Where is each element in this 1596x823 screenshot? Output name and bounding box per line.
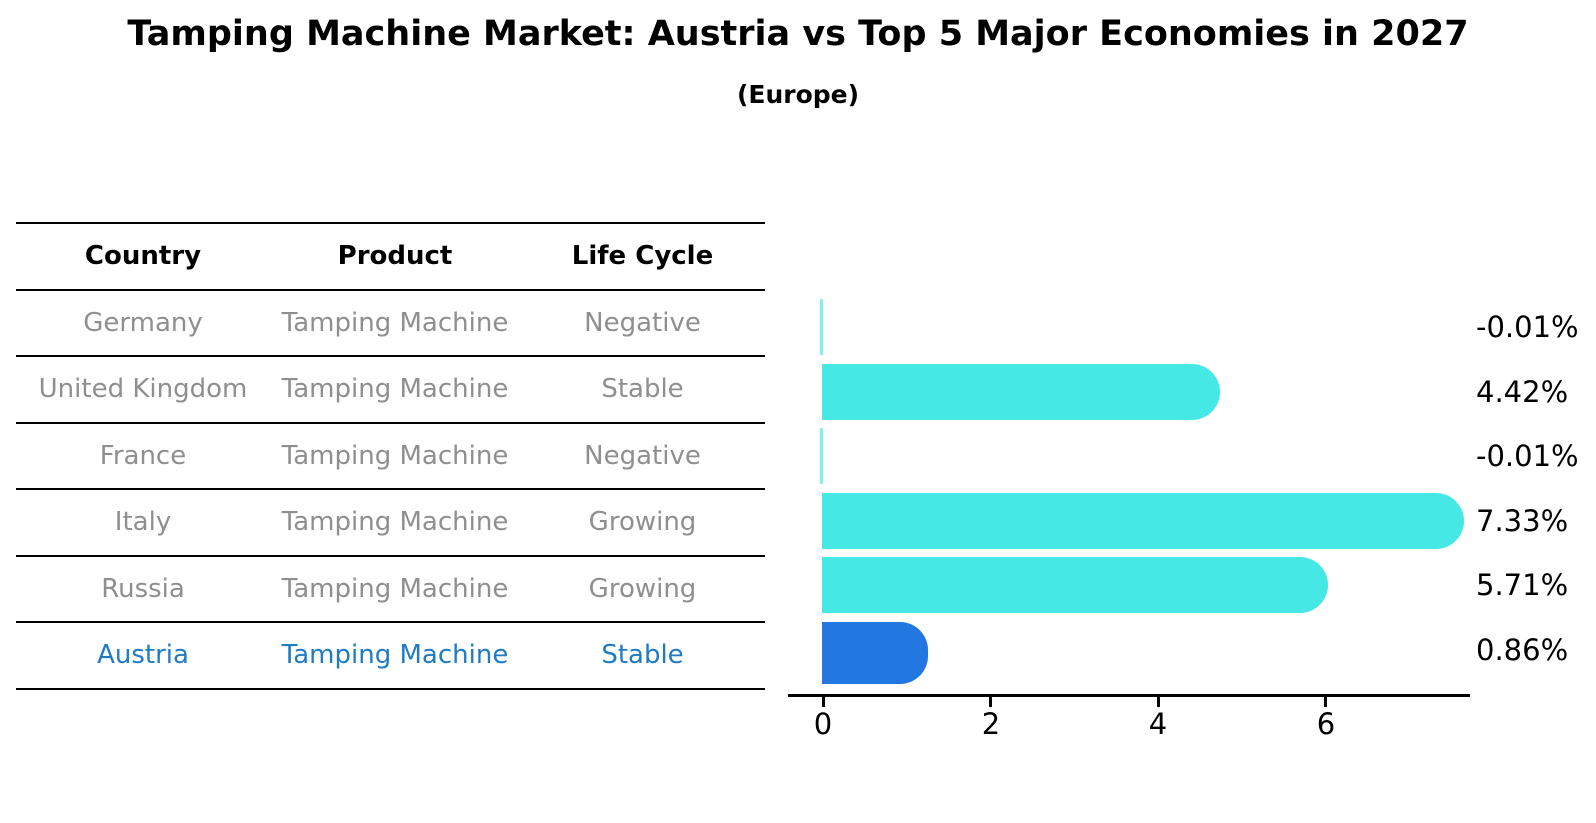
x-axis-line [788,694,1470,697]
table-row: Russia Tamping Machine Growing [16,557,765,623]
value-label: -0.01% [1476,439,1579,473]
value-label: 4.42% [1476,375,1569,409]
value-label: -0.01% [1476,310,1579,344]
column-header: Country [84,241,202,272]
chart-subtitle: (Europe) [736,80,860,109]
x-tick-mark [1324,697,1327,707]
x-tick-mark [822,697,825,707]
bar-france [820,428,823,484]
bar-united-kingdom [822,364,1220,420]
value-label: 0.86% [1476,633,1569,667]
country-cell: Italy [114,507,172,538]
product-cell: Tamping Machine [281,640,509,671]
value-label: 5.71% [1476,568,1569,602]
country-cell: Austria [97,640,189,671]
life-cycle-cell: Negative [584,440,701,471]
table-row: Italy Tamping Machine Growing [16,490,765,557]
country-cell: United Kingdom [38,374,248,405]
column-header: Life Cycle [571,241,714,272]
table-row: United Kingdom Tamping Machine Stable [16,357,765,424]
country-cell: Russia [101,573,185,604]
life-cycle-cell: Growing [588,573,697,604]
x-tick-label: 6 [1316,707,1336,741]
table-row: Germany Tamping Machine Negative [16,291,765,357]
x-tick-label: 2 [981,707,1001,741]
bar-italy [822,493,1464,549]
value-label: 7.33% [1476,504,1569,538]
bar-austria [822,622,928,684]
table-row: Austria Tamping Machine Stable [16,623,765,690]
product-cell: Tamping Machine [281,374,509,405]
country-cell: France [99,440,187,471]
life-cycle-cell: Stable [601,640,684,671]
table-row: France Tamping Machine Negative [16,424,765,490]
x-tick-mark [989,697,992,707]
chart-title: Tamping Machine Market: Austria vs Top 5… [127,14,1469,54]
x-tick-mark [1157,697,1160,707]
country-cell: Germany [83,307,203,338]
life-cycle-cell: Negative [584,307,701,338]
product-cell: Tamping Machine [281,440,509,471]
bar-germany [820,299,823,355]
table-header-row: Country Product Life Cycle [16,224,765,291]
life-cycle-cell: Growing [588,507,697,538]
x-tick-label: 4 [1148,707,1168,741]
life-cycle-cell: Stable [601,374,684,405]
product-cell: Tamping Machine [281,307,509,338]
x-tick-label: 0 [813,707,833,741]
product-cell: Tamping Machine [281,573,509,604]
product-cell: Tamping Machine [281,507,509,538]
country-table: Country Product Life Cycle Germany Tamping M… [16,222,765,690]
bar-russia [822,557,1328,613]
column-header: Product [337,241,453,272]
